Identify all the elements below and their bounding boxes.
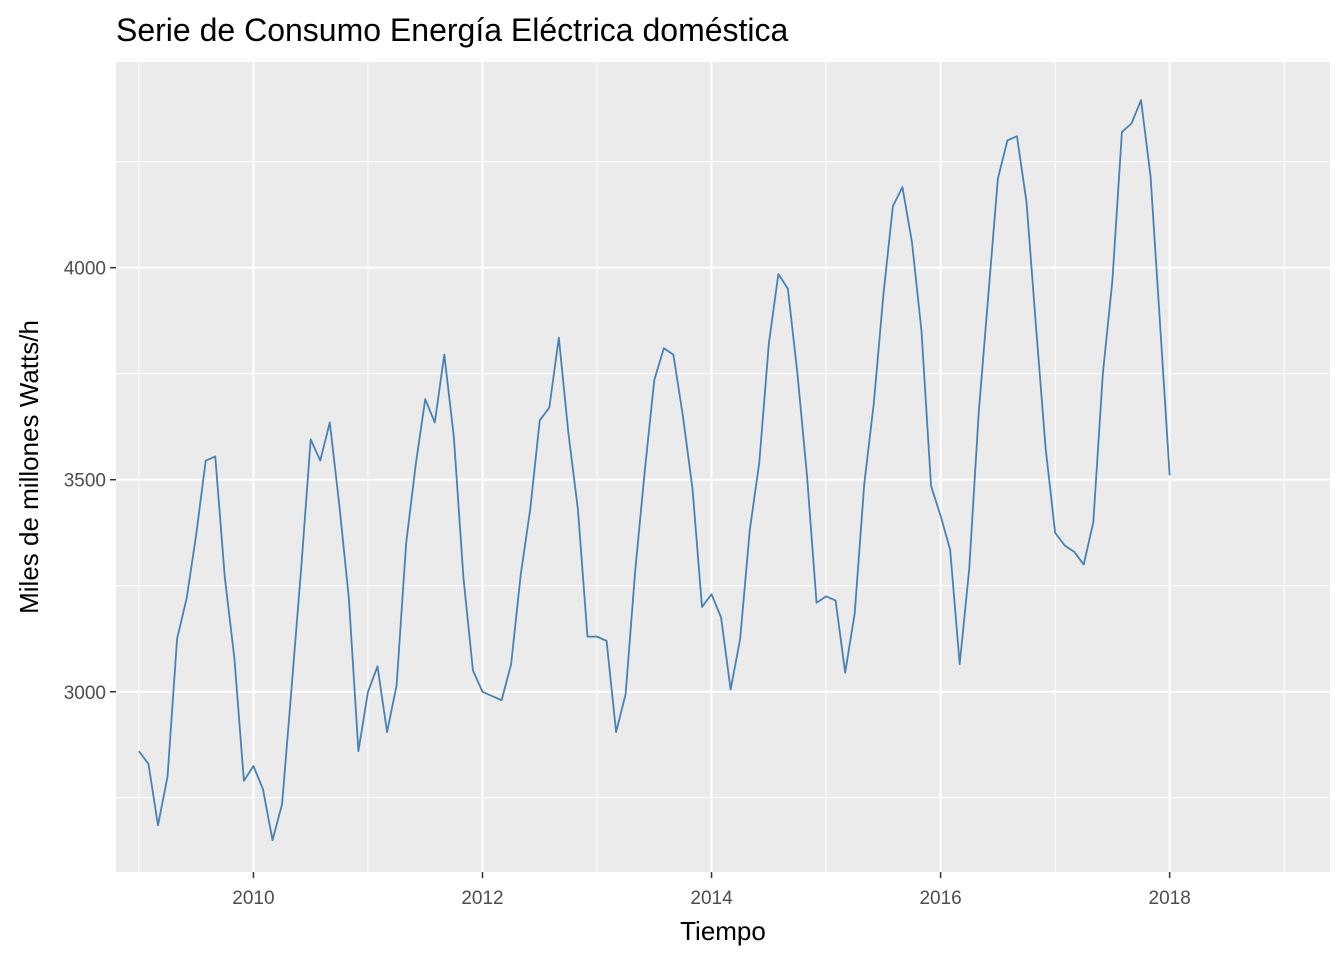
plot-panel <box>116 62 1330 872</box>
series-line <box>138 99 1171 842</box>
major-gridlines <box>116 62 1330 872</box>
y-tick-label: 3000 <box>64 683 106 704</box>
x-tick-label: 2016 <box>919 888 961 909</box>
x-tick-label: 2010 <box>232 888 274 909</box>
y-axis: 3000 3500 4000 <box>64 259 116 704</box>
series-layer <box>138 99 1171 842</box>
minor-gridlines <box>116 62 1330 872</box>
x-tick-label: 2014 <box>690 888 733 909</box>
chart-title: Serie de Consumo Energía Eléctrica domés… <box>116 12 789 48</box>
y-tick-label: 3500 <box>64 471 106 492</box>
x-tick-label: 2018 <box>1149 888 1191 909</box>
y-axis-title: Miles de millones Watts/h <box>14 320 44 614</box>
x-axis-title: Tiempo <box>680 916 766 946</box>
x-tick-label: 2012 <box>461 888 503 909</box>
x-axis: 2010 2012 2014 2016 2018 <box>232 872 1191 909</box>
y-tick-label: 4000 <box>64 259 106 280</box>
